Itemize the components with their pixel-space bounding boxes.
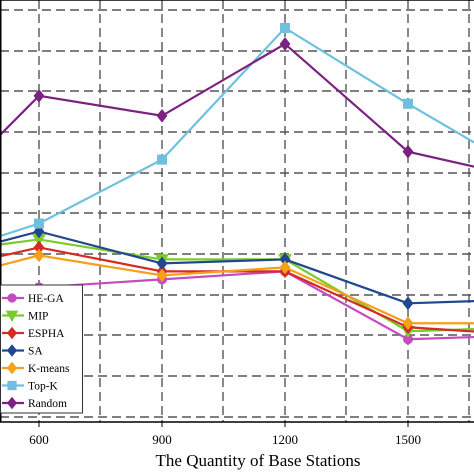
legend-marker [5,310,19,323]
data-point-random [33,89,45,103]
legend-marker [6,396,18,410]
legend-marker [6,361,18,375]
legend-item-espha: ESPHA [2,326,65,340]
legend-item-he-ga: HE-GA [2,293,64,305]
grid [0,0,474,422]
legend-marker [6,326,18,340]
data-point-random [156,108,168,123]
data-point-k-means [279,260,291,275]
legend-item-mip: MIP [2,311,48,323]
legend-label: HE-GA [28,293,64,305]
legend-label: Top-K [28,381,59,393]
data-point-top-k [280,22,290,33]
legend-marker [7,380,17,391]
series-sa [0,224,474,311]
series-top-k [0,22,474,238]
legend-label: ESPHA [28,328,65,340]
data-point-sa [402,296,414,311]
data-point-top-k [403,98,413,109]
x-tick-label: 1500 [395,432,421,447]
data-point-k-means [156,268,168,283]
legend-marker [6,344,18,357]
legend-label: Random [28,398,67,410]
x-tick-label: 600 [29,432,49,447]
legend-label: MIP [28,311,48,323]
legend-item-random: Random [2,396,67,410]
legend-item-sa: SA [2,344,43,358]
x-tick-label: 900 [152,432,172,447]
plot-frame [0,0,474,423]
data-point-k-means [33,248,45,263]
x-tick-label: 1200 [272,432,298,447]
data-point-random [279,37,291,51]
data-point-random [402,144,414,159]
legend-label: SA [28,346,43,358]
legend-marker [7,293,17,303]
data-point-top-k [34,218,44,229]
data-point-sa [33,224,45,239]
data-point-k-means [402,316,414,331]
legend: HE-GA MIP ESPHA SA K-means Top-K Random [0,284,83,414]
series-random [0,37,474,168]
x-axis-ticks: 6009001200150018002100240027 [29,422,421,447]
series-k-means [0,248,474,331]
x-axis-label: The Quantity of Base Stations [156,451,361,470]
legend-item-top-k: Top-K [2,381,59,393]
series-line-top-k [0,26,474,238]
legend-label: K-means [28,363,70,375]
legend-item-k-means: K-means [2,361,70,375]
data-point-top-k [157,154,167,165]
